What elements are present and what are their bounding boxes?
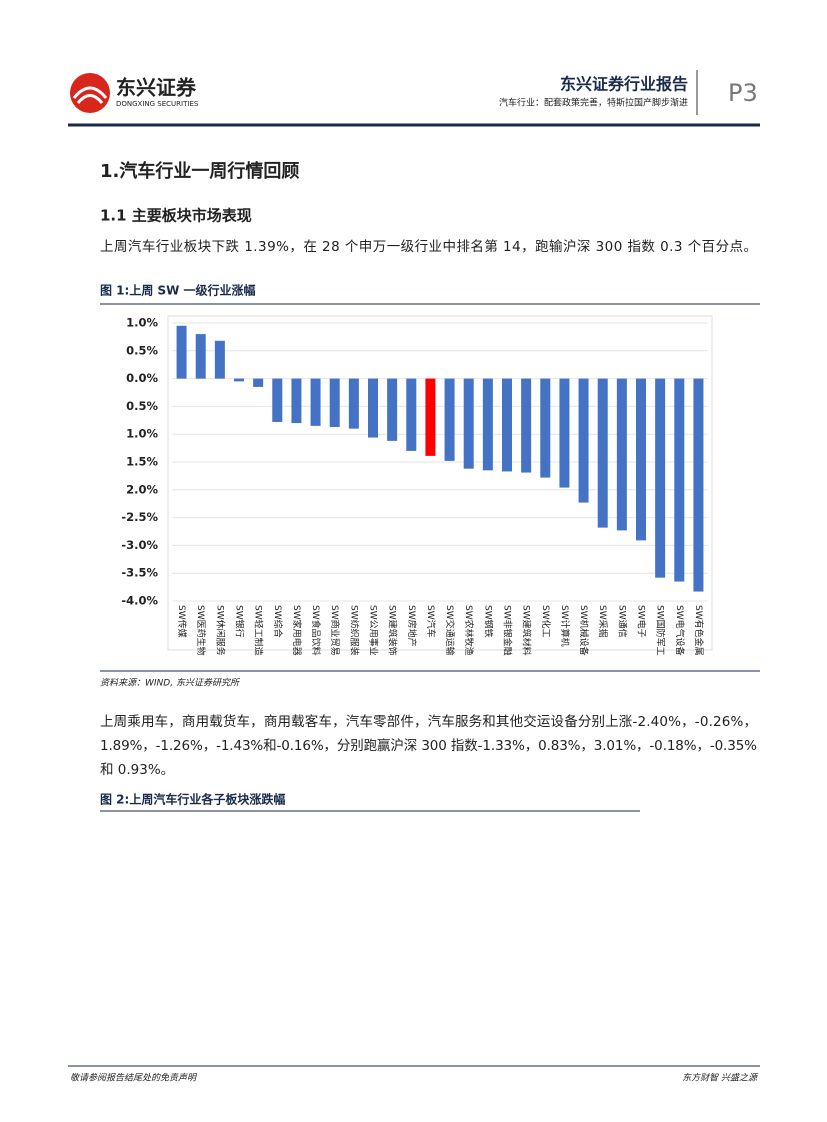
paragraph-line: 1.89%，-1.26%，-1.43%和-0.16%，分别跑赢沪深 300 指数… [100,737,757,754]
x-tick-label: SW通信 [616,605,628,638]
bar [253,378,264,387]
x-tick-label: SW采掘 [597,605,609,638]
bar [368,378,378,438]
bar [674,378,685,582]
bar [195,334,206,379]
x-tick-label: SW计算机 [559,605,571,647]
x-tick-label: SW交通运输 [444,605,456,656]
bar [463,378,474,469]
x-tick-label: SW非银金融 [502,605,514,656]
bar [616,378,627,531]
x-tick-label: SW汽车 [425,605,437,638]
x-tick-label: SW有色金属 [693,605,705,656]
bar [176,325,187,379]
figure-caption: 图 1:上周 SW 一级行业涨幅 [100,283,256,298]
bar [406,378,417,451]
disclaimer: 敬请参阅报告结尾处的免责声明 [70,1073,198,1084]
bar [234,378,244,382]
report-type: 东兴证券行业报告 [560,75,688,94]
y-tick-label: 1.5% [126,455,158,469]
subsection-title: 1.1 主要板块市场表现 [100,207,252,225]
x-tick-label: SW农林牧渔 [463,605,475,656]
section-title: 1.汽车行业一周行情回顾 [100,160,299,182]
x-tick-label: SW医药生物 [195,605,207,656]
motto: 东方财智 兴盛之源 [682,1073,759,1084]
company: 东兴证券 [116,76,197,100]
chart: 1.0% 0.5% 0.0% 0.5% 1.0% 1.5% 2.0% -2.5% -3.0% -3… [121,316,708,656]
bar [559,378,570,488]
x-tick-label: SW食品饮料 [310,605,322,656]
y-tick-label: 0.0% [126,371,158,385]
paragraph-line: 上周乘用车，商用载货车，商用载客车，汽车零部件，汽车服务和其他交运设备分别上涨-… [100,713,757,730]
bar [444,378,455,461]
company-en: DONGXING SECURITIES [116,100,199,108]
bar [540,378,551,478]
bar [597,378,608,528]
bar [655,378,666,578]
x-tick-label: SW家用电器 [291,605,303,656]
y-tick-label: 2.0% [126,482,158,496]
x-tick-label: SW机械设备 [578,605,590,656]
x-tick-label: SW传媒 [176,605,188,638]
x-tick-label: SW电子 [636,605,648,638]
y-tick-label: 0.5% [126,343,158,357]
y-tick-label: -2.5% [121,510,158,524]
y-tick-label: 0.5% [126,399,158,413]
source: 资料来源：WIND, 东兴证券研究所 [100,678,241,689]
bar [348,378,359,429]
bar [425,378,436,456]
bar [578,378,589,503]
bar [329,378,340,427]
logo-mark [72,86,108,104]
bar [482,378,493,471]
x-tick-label: SW综合 [272,605,284,638]
x-tick-label: SW建筑装饰 [387,605,399,656]
x-tick-label: SW轻工制造 [253,605,265,656]
bar [272,378,283,422]
x-tick-label: SW电气设备 [674,605,686,656]
x-tick-label: SW公用事业 [368,605,380,656]
y-tick-label: 1.0% [126,316,158,330]
bar [693,378,704,592]
bar [521,378,532,473]
bar [387,378,398,441]
y-tick-label: -3.0% [121,538,158,552]
report-subtitle: 汽车行业：配套政策完善，特斯拉国产脚步渐进 [499,97,688,109]
x-tick-label: SW纺织服装 [348,605,360,656]
x-tick-label: SW国防军工 [655,605,667,656]
x-tick-label: SW建筑材料 [521,605,533,656]
bar [291,378,302,424]
paragraph: 上周汽车行业板块下跌 1.39%，在 28 个申万一级行业中排名第 14，跑输沪… [100,238,757,255]
bar [502,378,512,472]
bar [214,340,225,379]
x-tick-label: SW钢铁 [482,605,494,638]
bar [636,378,646,541]
x-tick-label: SW休闲服务 [214,605,226,656]
logo [70,73,110,113]
plot-frame [167,315,713,651]
x-tick-label: SW银行 [234,605,246,638]
paragraph-line: 和 0.93%。 [100,762,174,778]
x-tick-label: SW房地产 [406,605,418,647]
figure-caption: 图 2:上周汽车行业各子板块涨跌幅 [100,792,285,807]
bar [310,378,321,426]
x-tick-label: SW化工 [540,605,552,638]
page-number: P3 [728,79,758,107]
y-tick-label: 1.0% [126,427,158,441]
y-tick-label: -3.5% [121,566,158,580]
x-tick-label: SW商业贸易 [329,605,341,656]
y-tick-label: -4.0% [121,594,158,608]
